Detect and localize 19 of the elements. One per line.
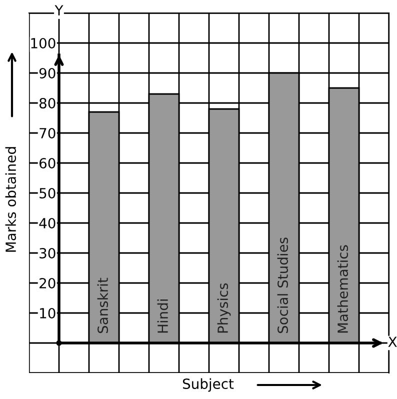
- y-axis-title: Marks obtained: [5, 147, 16, 252]
- y-tick-label: 80: [39, 98, 56, 108]
- y-tick-label: 100: [31, 38, 56, 48]
- y-tick-label: 90: [39, 68, 56, 78]
- x-tick-label: Hindi: [157, 300, 168, 333]
- y-tick-label: 60: [40, 158, 56, 168]
- y-tick-label: 50: [40, 188, 56, 198]
- y-tick-label: 40: [39, 218, 56, 228]
- annotation: Y: [54, 5, 64, 16]
- x-axis-title: Subject: [182, 378, 234, 392]
- x-tick-label: Physics: [217, 283, 231, 333]
- x-tick-label: Social Studies: [277, 238, 288, 334]
- annotation: X: [388, 336, 397, 347]
- y-tick-label: 30: [40, 248, 56, 258]
- x-tick-label: Mathematics: [337, 245, 348, 333]
- y-tick-label: 70: [40, 128, 56, 138]
- y-tick-label: 20: [40, 278, 56, 288]
- x-tick-label: Sanskrit: [97, 278, 108, 334]
- y-tick-label: 10: [40, 308, 56, 318]
